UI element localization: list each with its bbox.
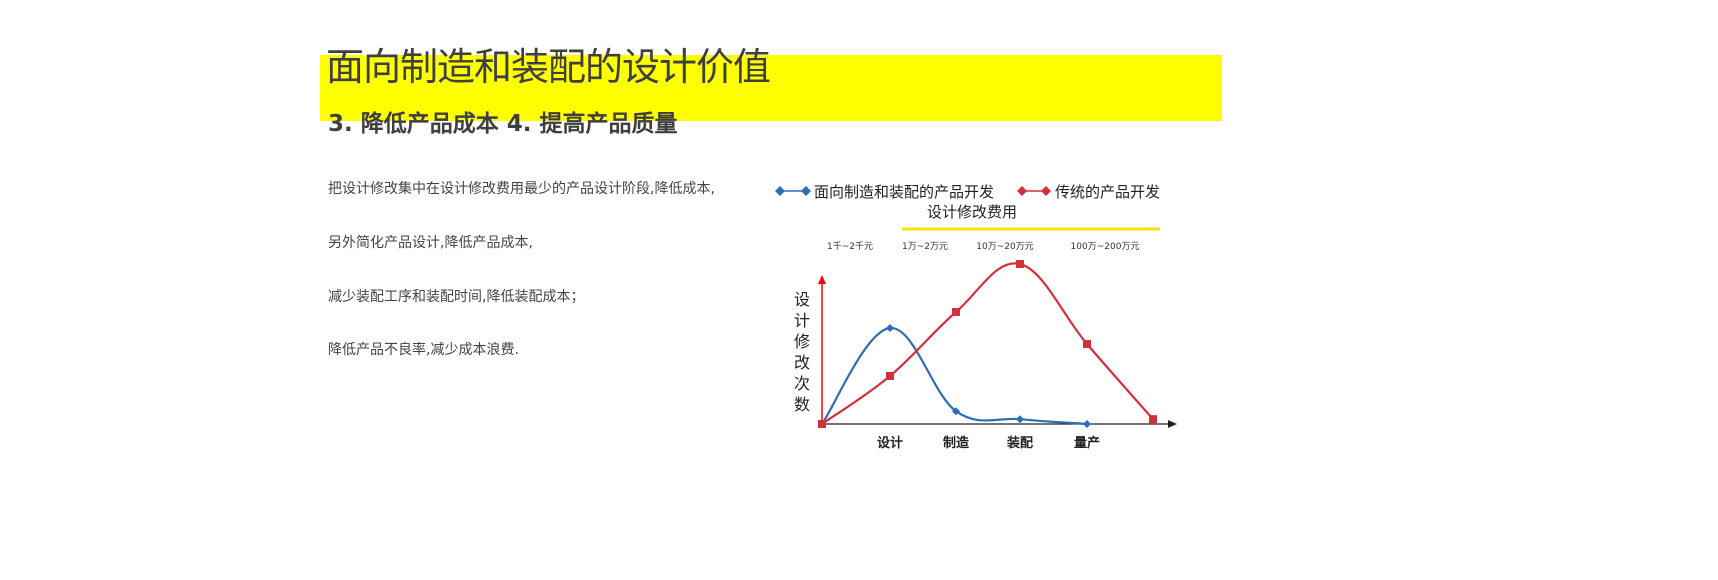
data-point-dfma [886,324,894,332]
cost-label: 1千~2千元 [827,241,873,252]
x-tick-label: 设计 [877,435,903,451]
y-axis-label-char: 数 [794,395,810,414]
series-line-traditional [821,262,1154,425]
body-line-2: 另外简化产品设计,降低产品成本, [328,235,533,251]
legend: 面向制造和装配的产品开发 传统的产品开发 [775,183,1160,201]
legend-dfma-marker [775,186,811,196]
x-tick-label: 量产 [1074,435,1100,451]
cost-label: 1万~2万元 [902,242,948,252]
legend-traditional-marker [1017,186,1051,196]
data-point-traditional [1016,260,1024,268]
legend-dfma-label: 面向制造和装配的产品开发 [814,183,994,201]
data-point-traditional [952,308,960,316]
page-subtitle: 3. 降低产品成本 4. 提高产品质量 [328,111,678,137]
body-line-3: 减少装配工序和装配时间,降低装配成本； [328,289,585,305]
cost-label: 10万~20万元 [976,242,1033,252]
cost-label: 100万~200万元 [1071,242,1140,252]
x-tick-label: 装配 [1006,435,1033,451]
y-axis-arrow [818,275,826,284]
data-point-dfma [952,407,960,416]
data-point-traditional [1083,340,1091,348]
data-point-dfma [1016,415,1024,424]
legend-traditional-label: 传统的产品开发 [1055,183,1160,201]
y-axis-label-char: 设 [794,290,810,309]
data-point-traditional [1149,415,1157,424]
series-line-dfma [821,326,1088,426]
y-axis-label-char: 次 [794,374,810,393]
cost-axis-label: 设计修改费用 [927,203,1017,221]
data-point-dfma [1083,420,1091,428]
x-tick-label: 制造 [943,435,970,451]
page-title: 面向制造和装配的设计价值 [326,45,771,89]
body-line-4: 降低产品不良率,减少成本浪费. [328,342,519,358]
title-highlight-band [320,55,1222,121]
x-axis-arrow [1168,420,1177,428]
y-axis-label-char: 计 [794,311,810,330]
body-line-1: 把设计修改集中在设计修改费用最少的产品设计阶段,降低成本, [328,181,715,197]
y-axis-label-char: 改 [794,353,810,372]
data-point-traditional [818,420,826,428]
y-axis-label-char: 修 [794,332,810,351]
data-point-traditional [886,372,894,380]
